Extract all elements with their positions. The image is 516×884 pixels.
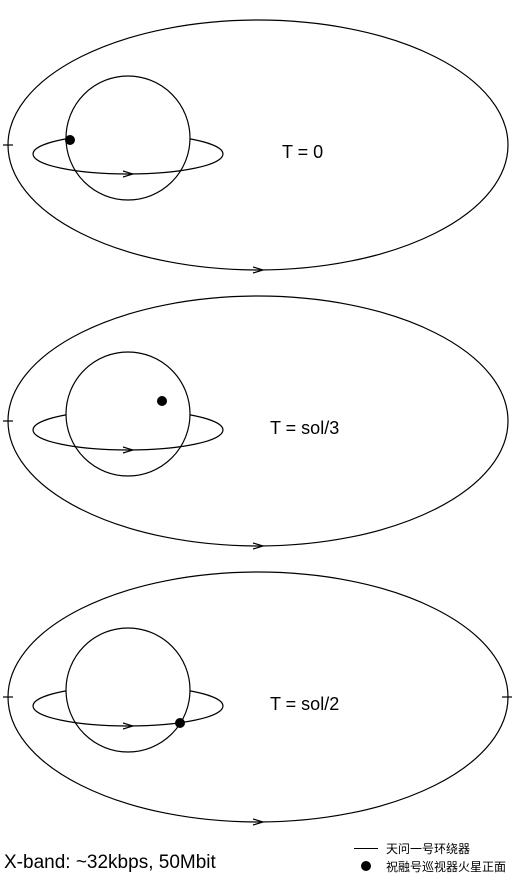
xband-label: X-band: ~32kbps, 50Mbit xyxy=(4,852,216,874)
legend-dot-icon xyxy=(361,861,371,871)
footer: X-band: ~32kbps, 50Mbit 天问一号环绕器 祝融号巡视器火星… xyxy=(0,846,516,876)
rover-dot xyxy=(175,718,185,728)
planet-circle xyxy=(66,628,190,752)
time-label-2: T = sol/2 xyxy=(270,694,339,715)
planet-circle xyxy=(66,352,190,476)
orbit-svg-2 xyxy=(0,562,516,832)
legend-orbiter-label: 天问一号环绕器 xyxy=(386,840,470,857)
rover-dot xyxy=(65,135,75,145)
legend-line-icon xyxy=(354,848,378,849)
time-label-1: T = sol/3 xyxy=(270,418,339,439)
planet-circle xyxy=(66,76,190,200)
legend-rover-label: 祝融号巡视器火星正面 xyxy=(386,858,506,875)
orbit-panel-0: T = 0 xyxy=(0,10,516,280)
orbit-panel-1: T = sol/3 xyxy=(0,286,516,556)
rover-dot xyxy=(157,396,167,406)
orbit-svg-1 xyxy=(0,286,516,556)
legend-row-orbiter: 天问一号环绕器 xyxy=(354,840,506,856)
legend: 天问一号环绕器 祝融号巡视器火星正面 xyxy=(354,840,506,876)
legend-row-rover: 祝融号巡视器火星正面 xyxy=(354,858,506,874)
orbit-panel-2: T = sol/2 xyxy=(0,562,516,832)
orbit-svg-0 xyxy=(0,10,516,280)
time-label-0: T = 0 xyxy=(282,142,323,163)
